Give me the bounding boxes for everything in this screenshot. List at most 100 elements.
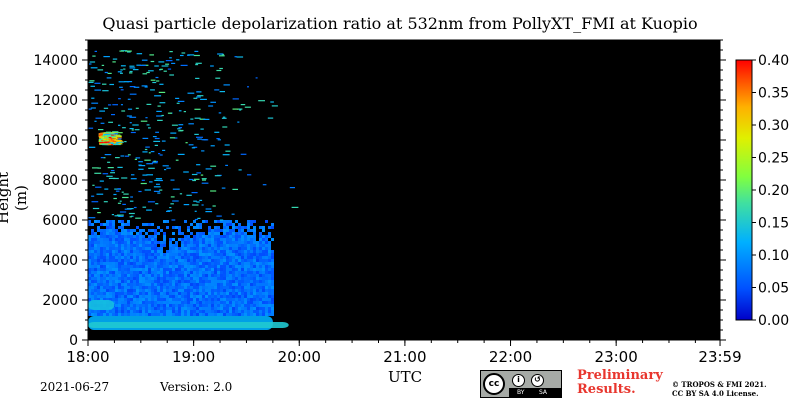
heatmap-cell [127,301,130,304]
heatmap-cell [145,238,148,241]
heatmap-cell [217,247,220,250]
heatmap-cell [187,238,190,241]
heatmap-cell [100,247,103,250]
heatmap-speckle [152,136,157,138]
heatmap-cell [136,307,139,310]
heatmap-speckle [193,54,200,57]
colorbar-tick-label: 0.20 [758,183,789,199]
heatmap-speckle [239,109,242,111]
heatmap-cell [175,307,178,310]
heatmap-cell [205,259,208,262]
heatmap-cell [151,271,154,274]
heatmap-cell [220,280,223,283]
cc-license-badge[interactable]: cc i ↺ BY SA [480,370,562,398]
heatmap-cell [220,310,223,313]
x-tick-label: 18:00 [66,348,109,366]
heatmap-speckle [203,118,210,120]
heatmap-cell [112,307,115,310]
heatmap-cell [181,268,184,271]
heatmap-speckle [117,135,122,137]
heatmap-cell [163,277,166,280]
heatmap-cell [91,274,94,277]
heatmap-cell [88,262,91,265]
heatmap-cell [148,307,151,310]
heatmap-cell [244,250,247,253]
heatmap-cell [133,295,136,298]
heatmap-cell [142,283,145,286]
heatmap-cell [211,301,214,304]
heatmap-speckle [170,196,175,198]
heatmap-cell [214,277,217,280]
heatmap-cell [175,262,178,265]
heatmap-speckle [223,84,230,86]
heatmap-cell [136,274,139,277]
heatmap-cell [184,244,187,247]
heatmap-cell [235,262,238,265]
heatmap-cell [118,238,121,241]
heatmap-cell [178,268,181,271]
heatmap-cell [154,256,157,259]
heatmap-cell [112,244,115,247]
heatmap-cell [220,250,223,253]
heatmap-cell [166,226,169,229]
heatmap-speckle [121,177,128,179]
heatmap-cell [223,283,226,286]
heatmap-cell [115,250,118,253]
heatmap-cell [226,238,229,241]
heatmap-cell [238,256,241,259]
heatmap-cell [226,304,229,307]
heatmap-cell [256,307,259,310]
heatmap-cell [151,280,154,283]
heatmap-cell [175,295,178,298]
heatmap-cell [148,235,151,238]
heatmap-cell [169,289,172,292]
heatmap-cell [238,286,241,289]
heatmap-cell [106,241,109,244]
heatmap-cell [235,265,238,268]
heatmap-speckle [244,106,251,108]
cc-icon: cc [483,373,505,395]
heatmap-cell [109,295,112,298]
heatmap-cell [100,310,103,313]
heatmap-cell [235,292,238,295]
heatmap-cell [259,268,262,271]
y-tick-label: 8000 [42,173,78,189]
heatmap-cell [247,295,250,298]
heatmap-cell [163,220,166,223]
heatmap-cell [199,289,202,292]
heatmap-cell [190,241,193,244]
heatmap-cell [178,310,181,313]
heatmap-cell [112,223,115,226]
heatmap-cell [178,283,181,286]
heatmap-cell [190,301,193,304]
heatmap-cell [247,253,250,256]
heatmap-cell [202,277,205,280]
heatmap-cell [133,298,136,301]
heatmap-cell [121,271,124,274]
heatmap-cell [235,238,238,241]
heatmap-cell [106,265,109,268]
heatmap-cell [241,310,244,313]
heatmap-cell [214,220,217,223]
heatmap-cell [139,241,142,244]
heatmap-speckle [200,174,204,176]
heatmap-cell [124,235,127,238]
heatmap-cell [241,247,244,250]
heatmap-cell [262,274,265,277]
heatmap-cell [208,277,211,280]
heatmap-speckle [91,201,99,203]
heatmap-cell [220,262,223,265]
heatmap-cell [136,313,139,316]
heatmap-cell [112,232,115,235]
heatmap-cell [253,307,256,310]
heatmap-cell [250,304,253,307]
heatmap-cell [157,292,160,295]
heatmap-speckle [237,108,243,110]
heatmap-cell [154,247,157,250]
heatmap-cell [214,235,217,238]
heatmap-speckle [154,179,160,181]
heatmap-cell [226,310,229,313]
heatmap-speckle [142,151,148,153]
heatmap-cell [145,265,148,268]
heatmap-cell [133,271,136,274]
